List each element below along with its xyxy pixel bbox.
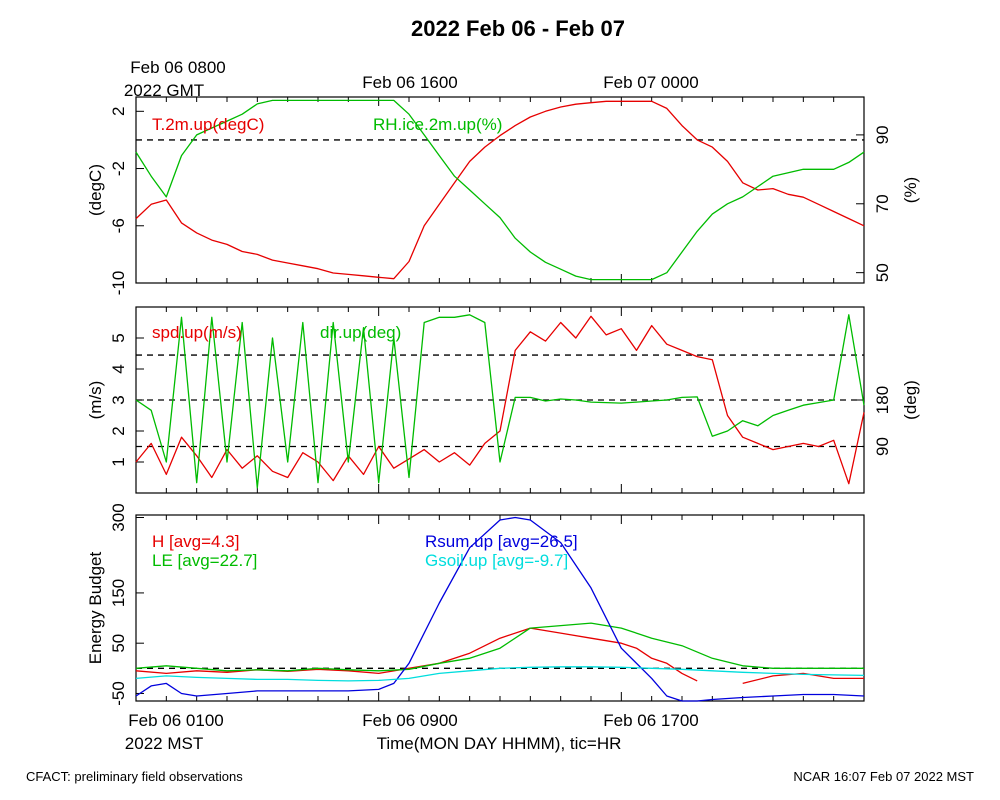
y2-tick-label: 50 xyxy=(873,263,892,282)
left-axis-label: (degC) xyxy=(86,164,105,216)
right-axis-label: (deg) xyxy=(901,380,920,420)
legend-wind-speed: spd.up(m/s) xyxy=(152,323,242,342)
y-tick-label: 1 xyxy=(109,457,128,466)
left-axis-label: (m/s) xyxy=(86,381,105,420)
left-axis-label: Energy Budget xyxy=(86,551,105,664)
y2-tick-label: 180 xyxy=(873,386,892,414)
top-time-axis: Feb 06 0800 2022 GMT Feb 06 1600 Feb 07 … xyxy=(124,58,699,100)
y-tick-label: 2 xyxy=(109,426,128,435)
bottom-time-label-year: 2022 MST xyxy=(125,734,203,753)
series-line-le xyxy=(135,622,864,672)
legend-radiation: Rsum.up [avg=26.5] xyxy=(425,532,578,551)
legend-soil-heat: Gsoil.up [avg=-9.7] xyxy=(425,551,568,570)
y-tick-label: -50 xyxy=(109,681,128,706)
panel-temperature-humidity: -10 -6 -2 2 50 70 90 T.2m.up(degC) RH.ice.2m.u… xyxy=(86,96,920,296)
top-time-label: Feb 06 0800 xyxy=(130,58,225,77)
y-tick-label: 2 xyxy=(109,107,128,116)
top-time-label-year: 2022 GMT xyxy=(124,81,204,100)
bottom-time-label: Feb 06 0100 xyxy=(128,711,223,730)
panel-energy-budget: -50 50 150 300 H [avg=4.3] LE [avg=22.7] Rs… xyxy=(86,503,865,706)
legend-wind-direction: dir.up(deg) xyxy=(320,323,401,342)
y-tick-label: 5 xyxy=(109,333,128,342)
top-time-label: Feb 06 1600 xyxy=(362,73,457,92)
series-line-rsum-up xyxy=(135,516,865,702)
footer-source: CFACT: preliminary field observations xyxy=(26,769,243,784)
y2-tick-label: 70 xyxy=(873,194,892,213)
series-line-spd-up-m-s- xyxy=(135,315,865,485)
y2-tick-label: 90 xyxy=(873,437,892,456)
series-line-rh-ice-2m-up- xyxy=(135,99,865,281)
footer-timestamp: NCAR 16:07 Feb 07 2022 MST xyxy=(793,769,974,784)
top-time-label: Feb 07 0000 xyxy=(603,73,698,92)
right-axis-label: (%) xyxy=(901,177,920,203)
bottom-time-label: Feb 06 0900 xyxy=(362,711,457,730)
bottom-time-axis: Feb 06 0100 2022 MST Feb 06 0900 Feb 06 … xyxy=(125,711,699,753)
bottom-time-label: Feb 06 1700 xyxy=(603,711,698,730)
x-axis-label: Time(MON DAY HHMM), tic=HR xyxy=(377,734,622,753)
series-line-dir-up-deg- xyxy=(135,314,865,489)
panel-wind: 1 2 3 4 5 90 180 spd.up(m/s) dir.up(deg) (m/s)… xyxy=(86,306,920,494)
y-tick-label: 50 xyxy=(109,634,128,653)
series-line-t-2m-up-degc- xyxy=(135,100,865,280)
y-tick-label: -2 xyxy=(109,161,128,176)
legend-sensible-heat: H [avg=4.3] xyxy=(152,532,239,551)
y-tick-label: -6 xyxy=(109,218,128,233)
y-tick-label: 150 xyxy=(109,579,128,607)
legend-temperature: T.2m.up(degC) xyxy=(152,115,264,134)
y-tick-label: -10 xyxy=(109,271,128,296)
series-line-h xyxy=(135,627,864,685)
chart-title: 2022 Feb 06 - Feb 07 xyxy=(411,16,625,41)
y-tick-label: 300 xyxy=(109,503,128,531)
legend-humidity: RH.ice.2m.up(%) xyxy=(373,115,502,134)
legend-latent-heat: LE [avg=22.7] xyxy=(152,551,257,570)
y-tick-label: 4 xyxy=(109,364,128,373)
y2-tick-label: 90 xyxy=(873,125,892,144)
series-line-gsoil-up xyxy=(135,666,865,682)
y-tick-label: 3 xyxy=(109,395,128,404)
